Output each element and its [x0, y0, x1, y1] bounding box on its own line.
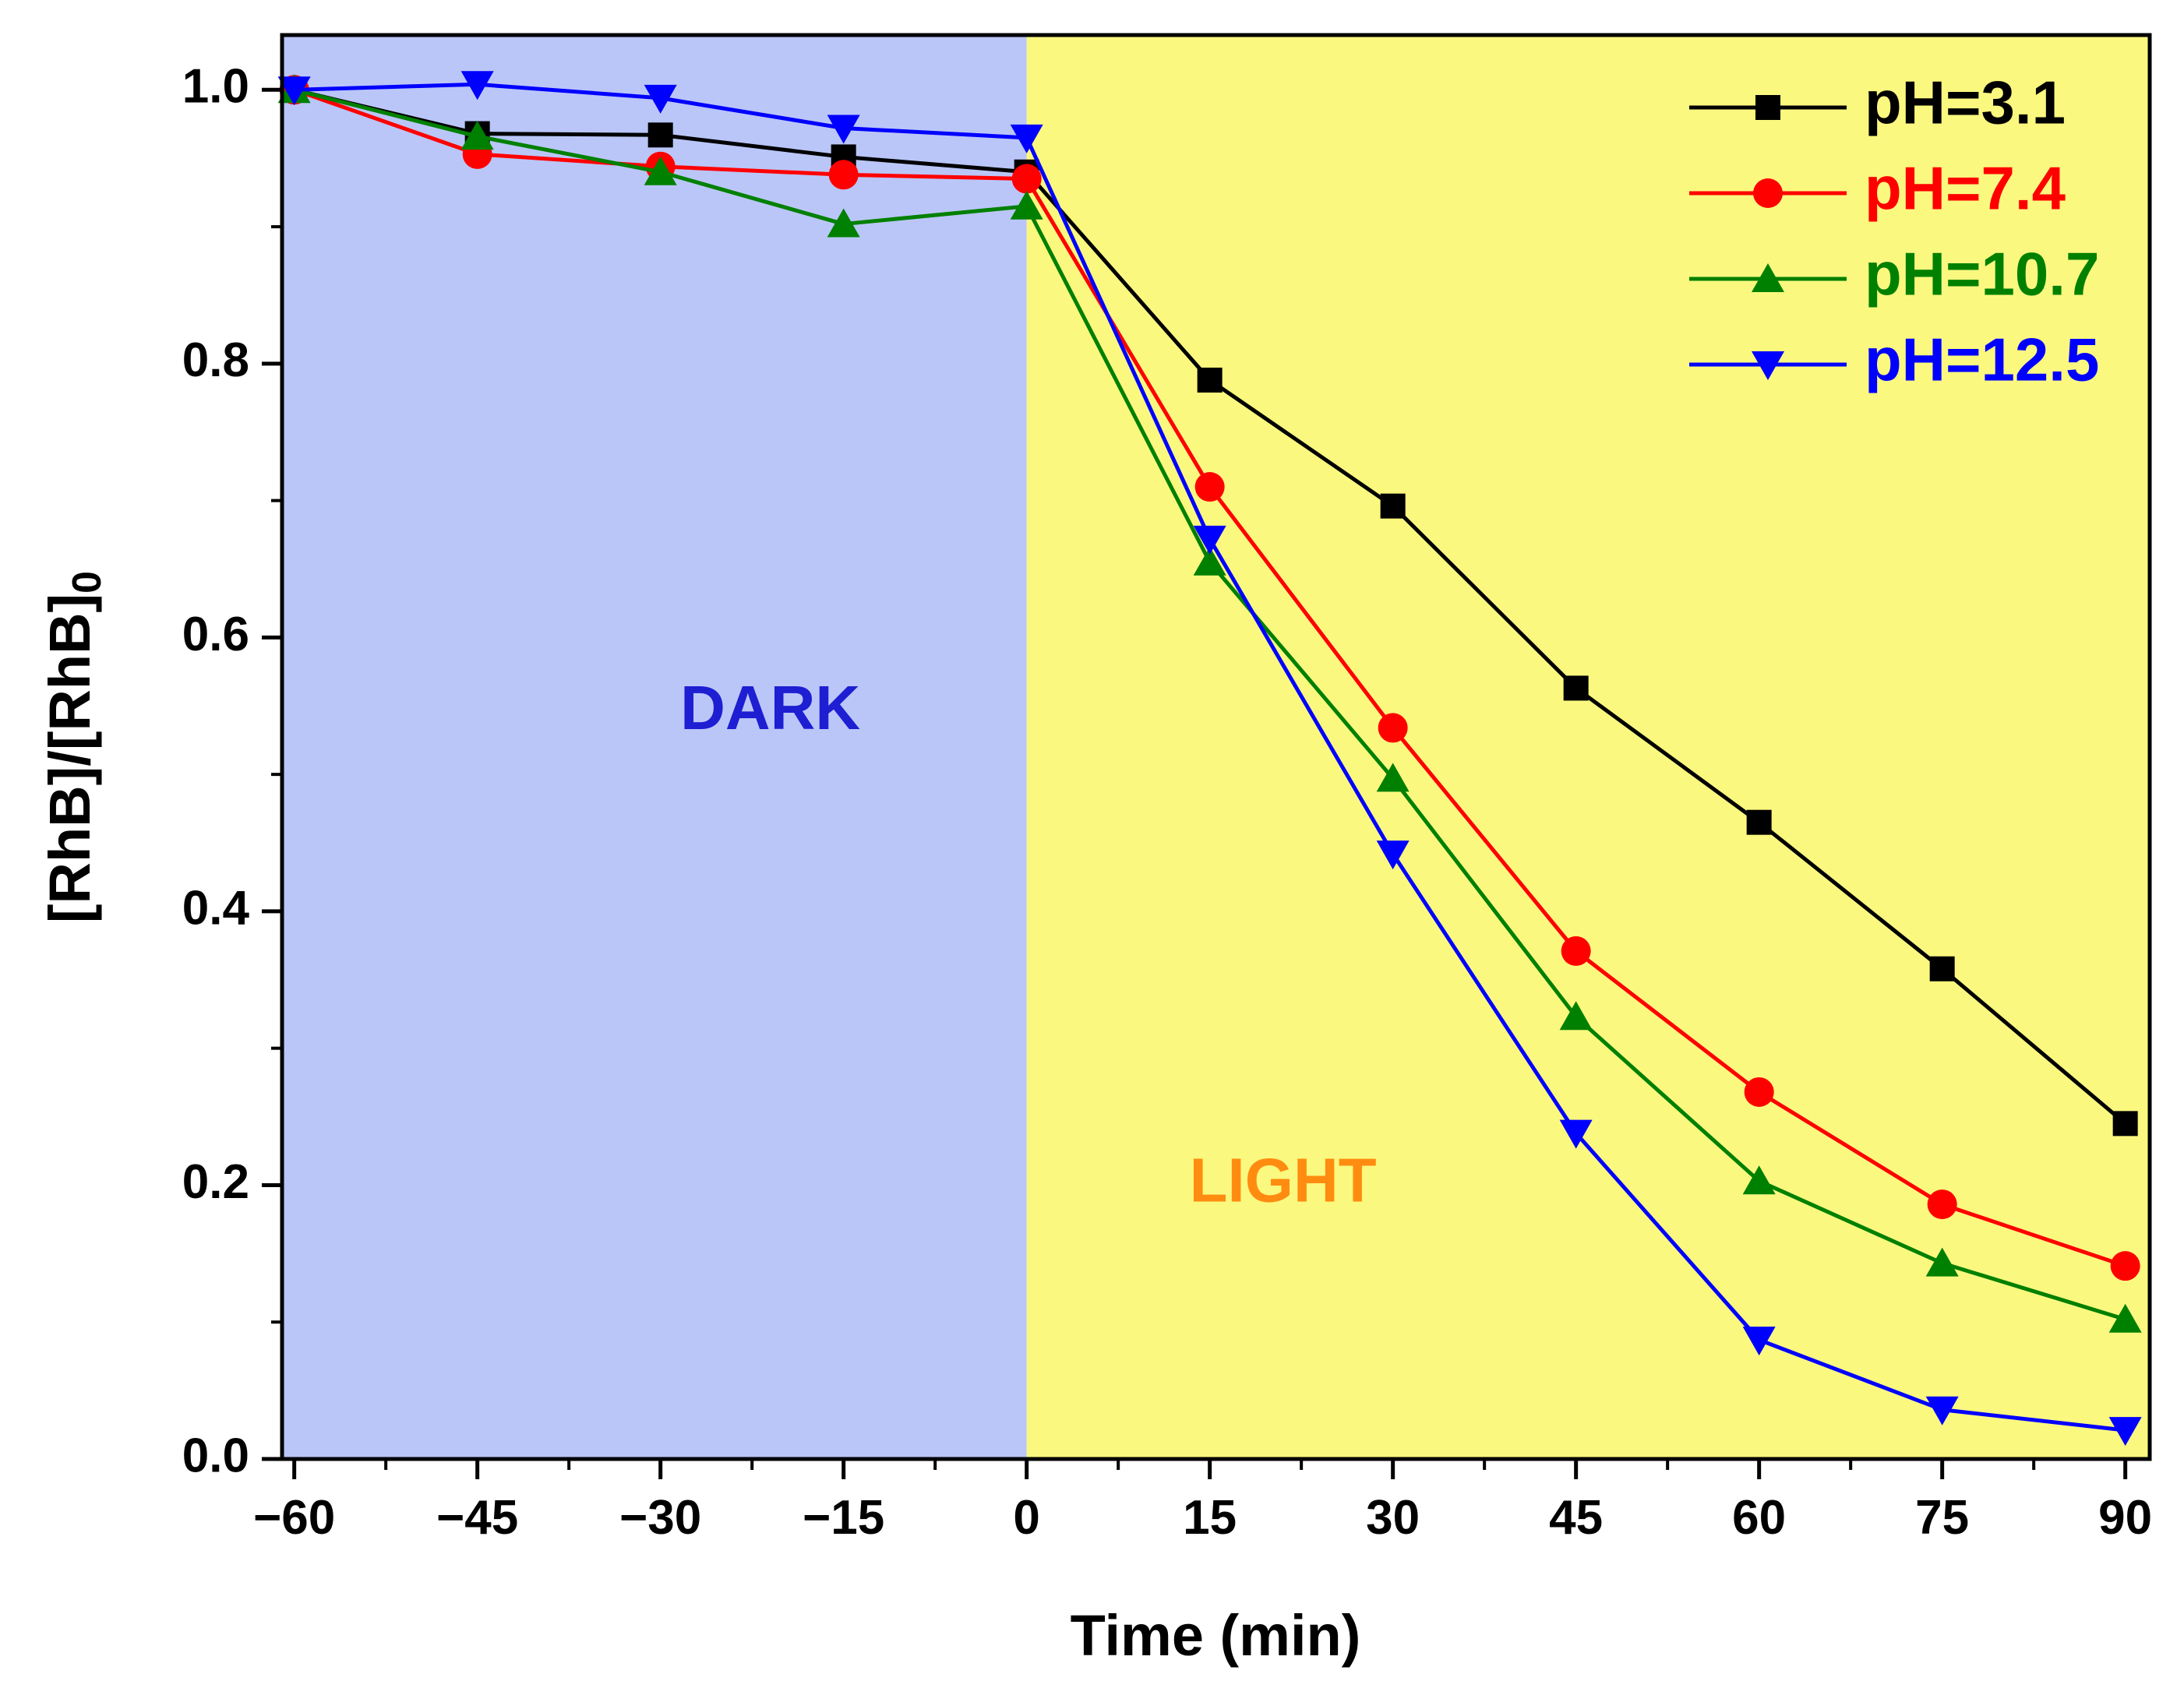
data-point-ph-12-5-6	[1376, 840, 1410, 870]
x-tick-label-2: −30	[619, 1491, 701, 1545]
data-point-ph-12-5-7	[1559, 1119, 1593, 1149]
series-ph-10-7	[277, 74, 2142, 1333]
data-point-ph-7-4-5	[1194, 472, 1225, 502]
data-point-ph-10-7-8	[1742, 1165, 1776, 1195]
data-point-ph-7-4-4	[1011, 164, 1042, 194]
y-axis-ticks	[262, 87, 282, 1461]
legend-label-ph-3-1: pH=3.1	[1865, 69, 2066, 137]
x-tick-label-4: 0	[1013, 1491, 1039, 1545]
region-label-dark: DARK	[680, 673, 860, 742]
legend: pH=3.1 pH=7.4 pH=10.7 pH=12.5	[1689, 69, 2099, 394]
data-point-ph-12-5-4	[1010, 124, 1043, 153]
legend-label-ph-10-7: pH=10.7	[1865, 240, 2099, 308]
y-tick-label-2: 0.4	[182, 881, 250, 935]
x-tick-label-5: 15	[1183, 1491, 1237, 1545]
y-axis-title-subscript: 0	[65, 571, 110, 594]
y-tick-label-1: 0.2	[182, 1155, 249, 1209]
y-tick-label-4: 0.8	[182, 333, 249, 387]
legend-label-ph-12-5: pH=12.5	[1865, 326, 2099, 394]
legend-marker-ph-12-5	[1752, 351, 1784, 380]
x-tick-label-7: 45	[1549, 1491, 1603, 1545]
y-axis-title-main: [RhB]/[RhB]	[37, 594, 102, 923]
x-tick-label-0: −60	[253, 1491, 335, 1545]
data-point-ph-12-5-8	[1742, 1327, 1776, 1356]
data-point-ph-3-1-10	[2112, 1111, 2138, 1136]
y-tick-label-5: 1.0	[182, 60, 249, 114]
y-tick-label-3: 0.6	[182, 608, 249, 661]
legend-marker-ph-3-1	[1755, 95, 1780, 120]
x-tick-label-6: 30	[1366, 1491, 1420, 1545]
data-point-ph-10-7-4	[1010, 190, 1043, 220]
data-point-ph-3-1-7	[1563, 675, 1589, 701]
x-tick-label-10: 90	[2098, 1491, 2152, 1545]
y-tick-label-0: 0.0	[182, 1429, 249, 1482]
y-axis-title: [RhB]/[RhB]0	[37, 571, 110, 923]
y-axis-tick-labels: 0.0 0.2 0.4 0.6 0.8 1.0	[182, 60, 250, 1483]
x-tick-label-8: 60	[1732, 1491, 1786, 1545]
x-axis-title: Time (min)	[1071, 1603, 1361, 1668]
data-point-ph-12-5-0	[277, 76, 311, 106]
data-point-ph-3-1-6	[1380, 493, 1406, 519]
legend-marker-ph-7-4	[1753, 178, 1783, 208]
data-point-ph-10-7-3	[827, 208, 860, 238]
data-point-ph-7-4-9	[1927, 1189, 1957, 1220]
legend-item-ph-10-7: pH=10.7	[1689, 240, 2099, 308]
x-axis-ticks	[292, 1459, 2128, 1479]
x-tick-label-9: 75	[1915, 1491, 1969, 1545]
legend-item-ph-7-4: pH=7.4	[1689, 154, 2066, 223]
data-point-ph-12-5-9	[1925, 1396, 1959, 1425]
region-label-light: LIGHT	[1190, 1146, 1377, 1215]
x-tick-label-1: −45	[436, 1491, 518, 1545]
data-point-ph-3-1-8	[1746, 809, 1772, 835]
legend-label-ph-7-4: pH=7.4	[1865, 154, 2066, 223]
region-labels: DARK LIGHT	[680, 673, 1377, 1214]
data-point-ph-12-5-10	[2108, 1417, 2142, 1447]
legend-marker-ph-10-7	[1752, 263, 1784, 292]
legend-item-ph-12-5: pH=12.5	[1689, 326, 2099, 394]
data-point-ph-10-7-5	[1193, 546, 1226, 576]
series-ph-12-5	[277, 71, 2142, 1447]
background-regions	[282, 35, 2150, 1459]
data-point-ph-12-5-5	[1193, 525, 1226, 555]
data-point-ph-7-4-6	[1378, 713, 1408, 743]
data-point-ph-10-7-10	[2108, 1303, 2142, 1333]
data-point-ph-10-7-6	[1376, 763, 1410, 792]
data-point-ph-3-1-9	[1929, 956, 1955, 981]
data-point-ph-7-4-10	[2110, 1251, 2140, 1281]
plot-frame	[280, 33, 2152, 1461]
data-point-ph-3-1-2	[647, 122, 673, 148]
data-point-ph-10-7-1	[460, 121, 494, 150]
data-point-ph-10-7-2	[644, 156, 677, 185]
data-point-ph-7-4-8	[1744, 1077, 1774, 1107]
region-light	[1026, 35, 2150, 1459]
data-point-ph-12-5-2	[644, 84, 677, 114]
data-point-ph-7-4-7	[1561, 936, 1591, 966]
data-point-ph-3-1-5	[1197, 367, 1223, 393]
x-tick-label-3: −15	[803, 1491, 884, 1545]
legend-item-ph-3-1: pH=3.1	[1689, 69, 2066, 137]
data-point-ph-7-4-3	[828, 160, 859, 190]
x-axis-tick-labels: −60 −45 −30 −15 0 15 30 45 60 75 90	[253, 1491, 2152, 1545]
data-point-ph-12-5-3	[827, 115, 860, 144]
data-point-ph-12-5-1	[460, 71, 494, 100]
data-point-ph-10-7-9	[1925, 1247, 1959, 1277]
series-layer	[277, 71, 2142, 1447]
region-dark	[282, 35, 1027, 1459]
data-point-ph-10-7-7	[1559, 1001, 1593, 1031]
